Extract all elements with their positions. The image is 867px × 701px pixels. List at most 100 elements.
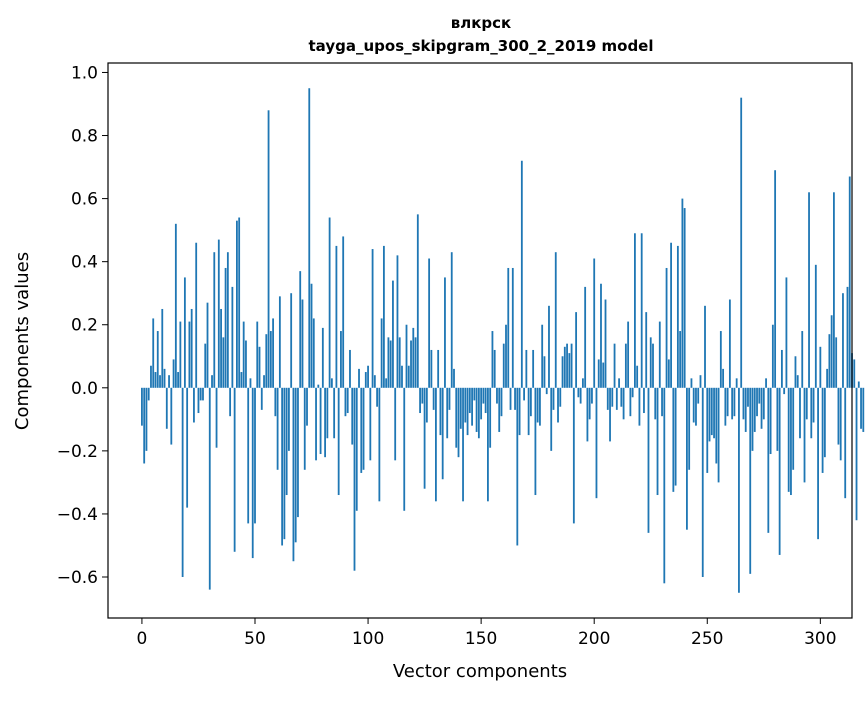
bar [392,280,394,388]
bar [179,321,182,388]
bar [602,362,605,388]
bar [450,252,453,388]
y-tick-label: 1.0 [71,63,98,83]
x-tick-label: 50 [244,629,266,649]
bar [688,387,691,470]
bar [468,387,471,414]
bar [373,375,376,388]
bar [317,384,320,388]
bar [566,343,568,388]
bar [704,305,706,388]
bar [765,378,767,388]
bar [828,334,831,388]
bar [145,387,148,451]
bar [563,346,566,388]
bar [419,387,421,414]
bar [484,387,487,414]
bar [738,387,740,593]
bar [575,312,578,388]
bar [473,387,476,401]
bar [846,286,849,388]
bar [611,387,614,407]
bar [801,331,804,388]
bar [183,277,186,388]
bar [466,387,469,436]
y-tick-label: 0.0 [71,379,98,399]
bar [606,387,609,410]
bar [652,343,654,388]
bar [462,387,464,502]
bar [697,387,700,404]
bar [249,378,252,388]
x-tick-label: 300 [804,629,836,649]
bar [267,110,270,388]
bar [477,387,480,439]
bar [817,387,819,540]
bar [862,387,865,432]
bar [342,236,345,388]
bar [215,387,218,448]
x-tick-label: 0 [137,629,148,649]
bar [796,375,799,388]
bar [220,308,222,388]
bar [396,255,399,388]
bar [217,239,220,388]
bar [163,368,166,388]
bar [233,387,236,552]
bar [425,387,428,423]
bar [247,387,250,524]
bar [281,387,284,546]
bar [780,349,783,388]
bar [613,343,616,388]
bar [290,293,293,388]
bar [774,170,777,388]
bar [787,387,790,492]
bar [615,387,618,410]
bar [747,387,749,407]
bar [674,387,677,486]
bar [620,387,623,407]
bar [557,387,559,423]
bar [647,387,650,533]
bar [186,387,189,508]
bar [568,353,571,388]
bar [152,318,155,388]
x-tick-label: 250 [691,629,723,649]
bar [143,387,146,464]
bar [701,387,704,577]
bar [480,387,483,420]
bar [534,387,537,496]
bar [638,387,641,426]
bar [206,302,209,388]
bar [435,387,437,502]
bar [654,387,657,420]
bar [848,176,851,388]
bar [545,387,548,395]
bar [351,387,354,445]
x-tick-label: 100 [352,629,384,649]
bar [681,198,684,388]
bar [643,387,645,414]
bar [283,387,286,540]
bar [371,249,374,388]
bar [245,340,247,388]
bar [165,387,168,429]
bar [353,387,356,571]
bar [500,387,503,417]
bar [382,245,385,388]
bar [839,387,842,461]
bar [629,387,632,417]
bar [398,337,401,388]
bar [459,387,462,429]
bar [161,308,164,388]
bar [310,283,313,388]
bar [844,387,847,499]
bar [790,387,792,496]
bar [369,387,372,461]
bar [661,387,663,417]
bar [823,387,826,458]
bar [624,343,627,388]
bar [405,324,408,388]
bar [803,387,806,483]
